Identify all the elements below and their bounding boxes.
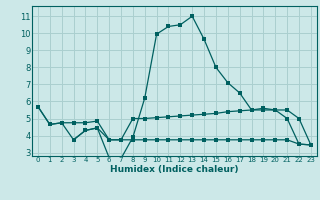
X-axis label: Humidex (Indice chaleur): Humidex (Indice chaleur): [110, 165, 239, 174]
